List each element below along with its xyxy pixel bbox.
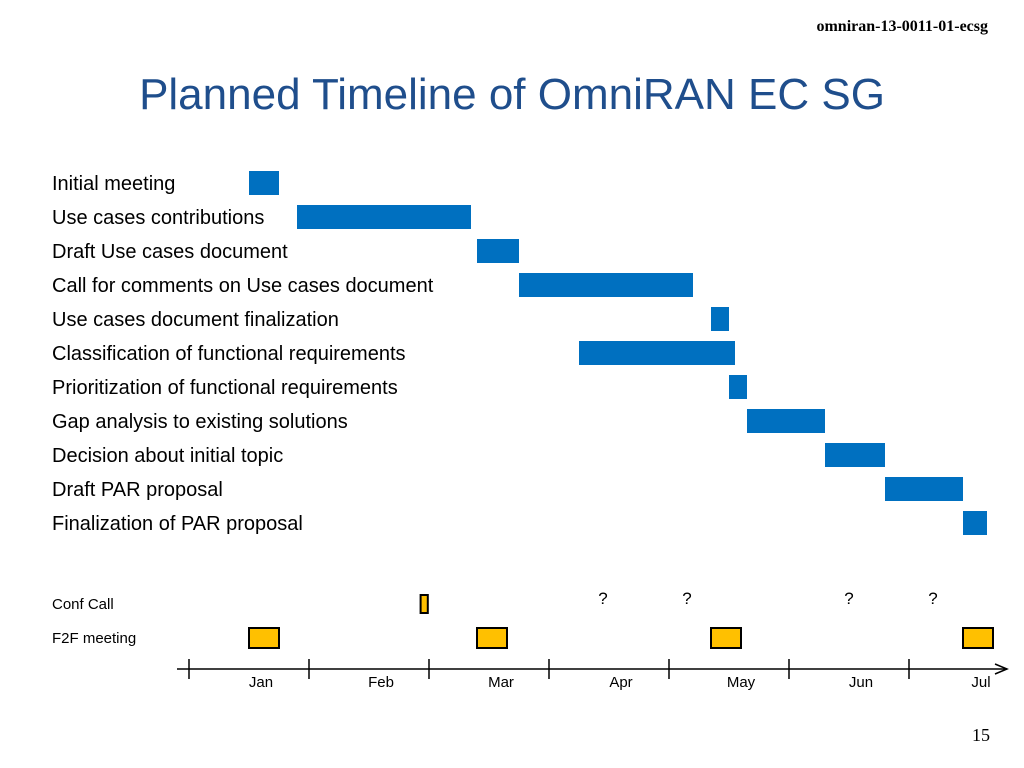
f2f-meeting-label: F2F meeting <box>52 630 136 647</box>
tentative-marker: ? <box>844 589 853 608</box>
task-bar <box>579 341 735 365</box>
f2f-meeting-marker <box>710 627 742 649</box>
task-bar <box>711 307 729 331</box>
conf-call-label: Conf Call <box>52 596 114 613</box>
task-label: Finalization of PAR proposal <box>52 513 303 535</box>
task-bar <box>297 205 471 229</box>
axis-arrow-icon <box>994 663 1009 675</box>
task-label: Call for comments on Use cases document <box>52 275 434 297</box>
month-label: Jul <box>971 674 990 691</box>
task-label: Classification of functional requirement… <box>52 343 406 365</box>
tentative-marker: ? <box>928 589 937 608</box>
tentative-marker: ? <box>598 589 607 608</box>
month-label: May <box>727 674 756 691</box>
task-label: Initial meeting <box>52 173 175 195</box>
task-bar <box>477 239 519 263</box>
task-bar <box>747 409 825 433</box>
month-label: Apr <box>609 674 632 691</box>
month-label: Jun <box>849 674 873 691</box>
f2f-meeting-marker <box>962 627 994 649</box>
task-bar <box>885 477 963 501</box>
task-bar <box>963 511 987 535</box>
task-bar <box>249 171 279 195</box>
f2f-meeting-marker <box>476 627 508 649</box>
slide-title: Planned Timeline of OmniRAN EC SG <box>139 70 885 119</box>
task-label: Use cases document finalization <box>52 309 339 331</box>
task-label: Prioritization of functional requirement… <box>52 377 398 399</box>
task-label: Gap analysis to existing solutions <box>52 411 348 433</box>
task-label: Draft Use cases document <box>52 241 288 263</box>
task-bar <box>729 375 747 399</box>
tentative-marker: ? <box>682 589 691 608</box>
month-label: Mar <box>488 674 514 691</box>
document-id: omniran-13-0011-01-ecsg <box>816 18 988 35</box>
task-label: Use cases contributions <box>52 207 264 229</box>
task-bar <box>825 443 885 467</box>
task-label: Draft PAR proposal <box>52 479 223 501</box>
conf-call-marker <box>419 594 429 614</box>
page-number: 15 <box>972 725 990 745</box>
month-label: Feb <box>368 674 394 691</box>
task-bar <box>519 273 693 297</box>
f2f-meeting-marker <box>248 627 280 649</box>
month-label: Jan <box>249 674 273 691</box>
task-label: Decision about initial topic <box>52 445 283 467</box>
